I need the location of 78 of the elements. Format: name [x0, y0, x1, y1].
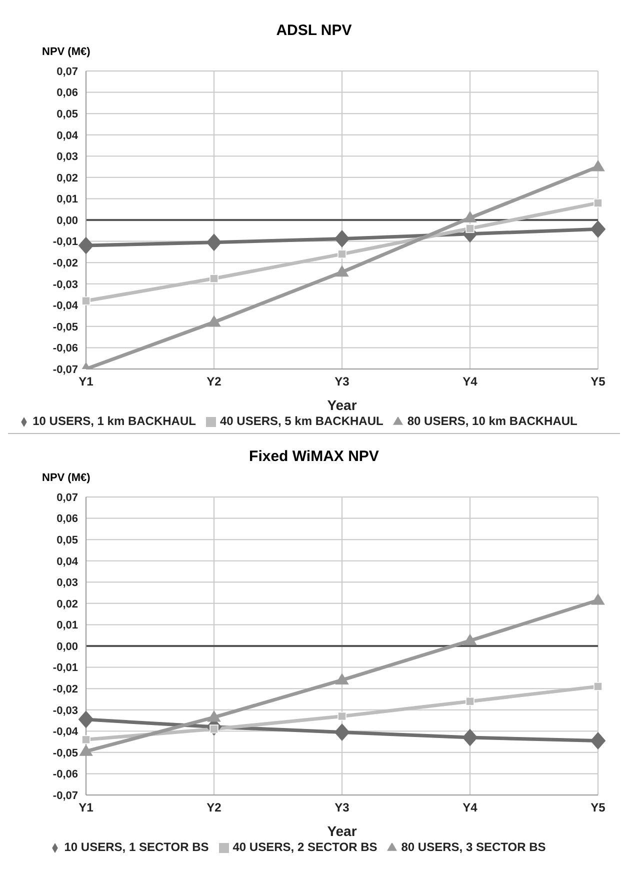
y-tick-label: -0,05 — [52, 321, 78, 334]
legend-label: 40 USERS, 5 km BACKHAUL — [220, 414, 384, 428]
y-tick-label: 0,00 — [56, 214, 78, 227]
point — [466, 696, 474, 706]
point — [208, 710, 220, 722]
y-tick-label: -0,06 — [52, 342, 78, 355]
x-tick-label: Y5 — [590, 800, 606, 815]
point — [210, 274, 218, 283]
y-tick-label: 0,00 — [56, 640, 78, 653]
point — [466, 224, 474, 233]
point — [338, 250, 346, 258]
x-tick-label: Y5 — [590, 374, 606, 389]
y-tick-label: 0,02 — [56, 598, 78, 610]
chart-title: Fixed WiMAX NPV — [248, 448, 380, 465]
y-tick-label: 0,05 — [56, 534, 78, 546]
y-tick-label: -0,07 — [52, 364, 78, 376]
y-tick-label: 0,03 — [56, 151, 78, 164]
point — [82, 296, 90, 306]
point — [338, 712, 346, 721]
y-tick-label: -0,03 — [52, 704, 78, 717]
y-tick-label: 0,07 — [56, 66, 78, 78]
point — [594, 198, 602, 208]
x-tick-label: Y1 — [78, 800, 94, 815]
y-tick-label: -0,03 — [52, 278, 78, 291]
x-tick-label: Y1 — [78, 374, 94, 389]
point — [464, 211, 476, 222]
point — [590, 220, 606, 238]
y-tick-label: -0,05 — [52, 747, 78, 760]
point — [462, 729, 478, 746]
y-tick-label: 0,05 — [56, 108, 78, 120]
point — [592, 160, 604, 172]
y-tick-label: -0,02 — [52, 257, 78, 270]
x-tick-label: Y2 — [206, 800, 222, 815]
point — [464, 634, 476, 646]
x-tick-label: Y3 — [334, 374, 350, 389]
y-tick-label: -0,06 — [52, 768, 78, 781]
y-tick-label: 0,01 — [56, 620, 78, 632]
x-axis-title: Year — [327, 823, 358, 839]
point — [80, 744, 92, 756]
y-tick-label: 0,03 — [56, 577, 78, 590]
x-tick-label: Y2 — [206, 374, 222, 389]
x-tick-label: Y4 — [462, 374, 478, 389]
legend-label: 10 USERS, 1 km BACKHAUL — [32, 414, 196, 428]
y-tick-label: 0,04 — [56, 130, 79, 142]
x-tick-label: Y4 — [462, 800, 478, 815]
y-tick-label: -0,02 — [52, 683, 78, 696]
point — [82, 735, 90, 744]
point — [334, 724, 350, 741]
legend-label: 80 USERS, 10 km BACKHAUL — [407, 414, 578, 428]
point — [336, 266, 348, 277]
y-tick-label: -0,01 — [52, 236, 78, 248]
point — [208, 316, 220, 327]
point — [336, 674, 348, 685]
y-tick-label: -0,04 — [52, 300, 79, 312]
y-tick-label: 0,06 — [56, 87, 78, 100]
y-axis-title: NPV (M€) — [42, 472, 90, 484]
legend-label: 80 USERS, 3 SECTOR BS — [401, 840, 546, 854]
y-tick-label: -0,04 — [52, 726, 79, 738]
point — [78, 237, 94, 254]
point — [206, 234, 222, 251]
legend-label: 40 USERS, 2 SECTOR BS — [232, 840, 378, 854]
y-tick-label: 0,06 — [56, 513, 78, 526]
y-tick-label: 0,07 — [56, 492, 78, 504]
legend-label: 10 USERS, 1 SECTOR BS — [64, 840, 209, 854]
point — [78, 710, 94, 728]
y-tick-label: 0,02 — [56, 172, 78, 184]
y-axis-title: NPV (M€) — [42, 46, 90, 58]
chart-title: ADSL NPV — [275, 22, 353, 39]
y-tick-label: -0,07 — [52, 790, 78, 802]
x-tick-label: Y3 — [334, 800, 350, 815]
point — [592, 594, 604, 605]
point — [590, 732, 606, 750]
y-tick-label: 0,01 — [56, 194, 78, 206]
x-axis-title: Year — [327, 397, 358, 413]
y-tick-label: -0,01 — [52, 662, 78, 674]
y-tick-label: 0,04 — [56, 556, 79, 568]
point — [594, 682, 602, 691]
point — [334, 230, 350, 248]
